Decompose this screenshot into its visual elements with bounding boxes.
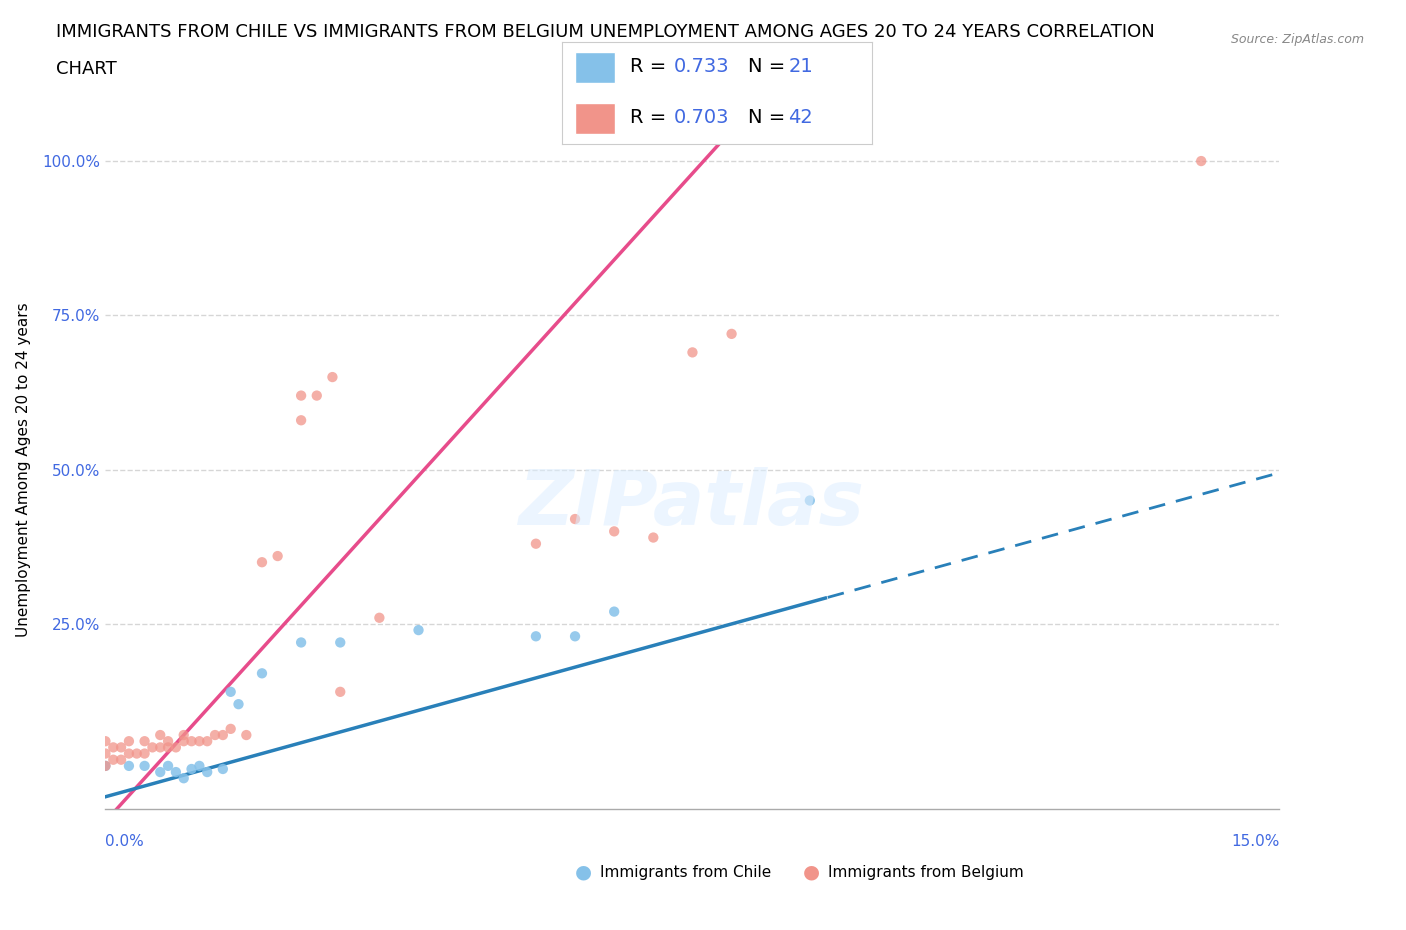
- Point: [305, 388, 328, 403]
- Point: [157, 759, 180, 774]
- Point: [188, 734, 211, 749]
- Point: [118, 759, 141, 774]
- Point: [188, 759, 211, 774]
- Point: [290, 413, 312, 428]
- Text: 0.0%: 0.0%: [105, 834, 145, 849]
- Text: 42: 42: [789, 108, 813, 127]
- Text: Immigrants from Belgium: Immigrants from Belgium: [828, 865, 1024, 880]
- Point: [643, 530, 665, 545]
- Y-axis label: Unemployment Among Ages 20 to 24 years: Unemployment Among Ages 20 to 24 years: [17, 302, 31, 637]
- Point: [103, 752, 125, 767]
- Text: R =: R =: [630, 108, 666, 127]
- Point: [94, 734, 117, 749]
- Point: [94, 759, 117, 774]
- Point: [134, 759, 156, 774]
- Point: [149, 740, 172, 755]
- Point: [681, 345, 703, 360]
- Point: [204, 727, 226, 742]
- Point: [250, 555, 273, 570]
- Point: [134, 734, 156, 749]
- Point: [141, 740, 163, 755]
- Text: IMMIGRANTS FROM CHILE VS IMMIGRANTS FROM BELGIUM UNEMPLOYMENT AMONG AGES 20 TO 2: IMMIGRANTS FROM CHILE VS IMMIGRANTS FROM…: [56, 23, 1154, 41]
- Point: [110, 740, 132, 755]
- Text: 0.703: 0.703: [673, 108, 730, 127]
- Point: [524, 537, 547, 551]
- Point: [329, 684, 352, 699]
- Point: [125, 746, 148, 761]
- Point: [290, 635, 312, 650]
- Point: [195, 734, 218, 749]
- Point: [524, 629, 547, 644]
- Point: [564, 512, 586, 526]
- Point: [195, 764, 218, 779]
- Point: [173, 771, 195, 786]
- Point: [149, 764, 172, 779]
- Point: [219, 722, 242, 737]
- Point: [603, 524, 626, 538]
- Text: Source: ZipAtlas.com: Source: ZipAtlas.com: [1230, 33, 1364, 46]
- Point: [134, 746, 156, 761]
- Text: 15.0%: 15.0%: [1232, 834, 1279, 849]
- Text: 0.733: 0.733: [673, 57, 730, 76]
- Point: [564, 629, 586, 644]
- Text: ●: ●: [575, 863, 592, 882]
- Point: [1189, 153, 1212, 168]
- Text: 21: 21: [789, 57, 813, 76]
- Point: [321, 369, 343, 384]
- Point: [173, 727, 195, 742]
- Point: [118, 734, 141, 749]
- Text: N =: N =: [748, 57, 785, 76]
- Point: [290, 388, 312, 403]
- Point: [799, 493, 821, 508]
- Point: [110, 752, 132, 767]
- Point: [165, 764, 187, 779]
- Point: [211, 762, 233, 777]
- Point: [94, 746, 117, 761]
- FancyBboxPatch shape: [575, 52, 614, 83]
- Point: [165, 740, 187, 755]
- Point: [408, 623, 430, 638]
- Text: N =: N =: [748, 108, 785, 127]
- Point: [211, 727, 233, 742]
- Point: [94, 759, 117, 774]
- FancyBboxPatch shape: [575, 103, 614, 134]
- Point: [118, 746, 141, 761]
- Text: ●: ●: [803, 863, 820, 882]
- Point: [329, 635, 352, 650]
- Point: [266, 549, 288, 564]
- Point: [149, 727, 172, 742]
- Point: [157, 740, 180, 755]
- Point: [157, 734, 180, 749]
- Point: [219, 684, 242, 699]
- Point: [603, 604, 626, 619]
- Point: [720, 326, 742, 341]
- Text: CHART: CHART: [56, 60, 117, 78]
- Point: [180, 762, 202, 777]
- Point: [103, 740, 125, 755]
- Point: [250, 666, 273, 681]
- Text: Immigrants from Chile: Immigrants from Chile: [600, 865, 772, 880]
- Point: [235, 727, 257, 742]
- Point: [228, 697, 250, 711]
- Text: R =: R =: [630, 57, 666, 76]
- Text: ZIPatlas: ZIPatlas: [519, 467, 866, 540]
- Point: [173, 734, 195, 749]
- Point: [180, 734, 202, 749]
- Point: [368, 610, 391, 625]
